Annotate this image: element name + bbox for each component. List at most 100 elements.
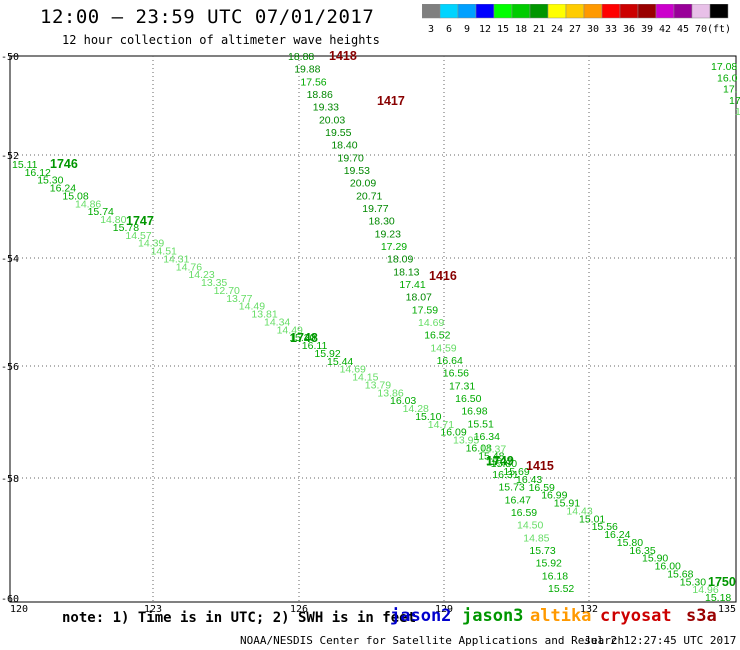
jason3-swh-value: 13.95 — [453, 435, 479, 447]
cryosat-swh-value: 18.13 — [393, 266, 419, 278]
cryosat-swh-value: 18.86 — [307, 89, 333, 101]
jason3-swh-value: 16.11 — [302, 340, 328, 352]
cryosat-pass-time: 1415 — [526, 459, 554, 473]
jason3-swh-value: 16.24 — [604, 529, 630, 541]
jason3-swh-value: 16.03 — [390, 395, 416, 407]
cryosat-swh-value: 14.37 — [480, 444, 506, 456]
jason3-swh-value: 16.12 — [25, 167, 51, 179]
jason3-swh-value: 1 — [735, 106, 740, 118]
jason3-swh-value: 15.20 — [289, 332, 315, 344]
scale-swatch — [691, 4, 711, 19]
jason3-pass-time: 1749 — [486, 454, 514, 468]
jason3-swh-value: 14.23 — [188, 269, 214, 281]
jason3-pass-time: 1747 — [126, 214, 154, 228]
scale-swatch — [709, 4, 729, 19]
cryosat-swh-value: 16.98 — [461, 406, 487, 418]
cryosat-swh-value: 19.23 — [375, 228, 401, 240]
jason3-swh-value: 17 — [729, 95, 740, 107]
jason3-swh-value: 15.91 — [554, 498, 580, 510]
jason3-swh-value: 15.80 — [617, 537, 643, 549]
lat-tick-label: -60 — [1, 594, 19, 605]
scale-label: 21 — [533, 24, 545, 35]
cryosat-swh-value: 19.33 — [313, 102, 339, 114]
jason3-swh-value: 15.08 — [62, 190, 88, 202]
sat-jason2: jason2 — [390, 606, 452, 626]
scale-label: 45 — [677, 24, 689, 35]
cryosat-swh-value: 15.52 — [548, 583, 574, 595]
cryosat-swh-value: 16.59 — [511, 507, 537, 519]
jason3-swh-value: 14.15 — [352, 372, 378, 384]
cryosat-swh-value: 17.29 — [381, 241, 407, 253]
cryosat-swh-value: 17.41 — [399, 279, 425, 291]
pass-time-labels: 1746 1747 1748 1749 1750 1418 1417 1416 1415 — [50, 49, 736, 589]
jason3-pass-time: 1748 — [290, 331, 318, 345]
scale-swatch — [637, 4, 657, 19]
lon-tick-label: 135 — [718, 604, 736, 615]
cryosat-pass-time: 1416 — [429, 269, 457, 283]
cryosat-swh-value: 15.92 — [536, 558, 562, 570]
lon-tick-label: 129 — [435, 604, 453, 615]
jason3-pass-time: 1746 — [50, 157, 78, 171]
cryosat-swh-value: 16.52 — [424, 330, 450, 342]
scale-swatch — [673, 4, 693, 19]
jason3-swh-value: 15.10 — [415, 411, 441, 423]
scale-label: 42 — [659, 24, 671, 35]
map-frame — [9, 55, 737, 603]
jason3-swh-value: 15.68 — [667, 568, 693, 580]
jason3-swh-value: 15.92 — [314, 348, 340, 360]
jason3-pass-time: 1750 — [708, 575, 736, 589]
jason3-swh-value: 14.49 — [239, 301, 265, 313]
cryosat-swh-value: 19.53 — [344, 165, 370, 177]
timestamp-text: Jul 2 12:27:45 UTC 2017 — [584, 634, 737, 647]
scale-swatch — [547, 4, 567, 19]
jason3-swh-value: 15.30 — [680, 576, 706, 588]
jason3-swh-value: 14.80 — [100, 214, 126, 226]
cryosat-swh-value: 19.88 — [294, 64, 320, 76]
cryosat-swh-value: 16.31 — [492, 469, 518, 481]
jason3-swh-value: 16.35 — [629, 545, 655, 557]
cryosat-swh-value: 14.69 — [418, 317, 444, 329]
cryosat-swh-value: 18.09 — [387, 254, 413, 266]
scale-swatch — [529, 4, 549, 19]
jason3-swh-value: 13.77 — [226, 293, 252, 305]
lat-tick-label: -54 — [1, 254, 19, 265]
jason3-swh-value: 14.86 — [75, 198, 101, 210]
scale-label: 33 — [605, 24, 617, 35]
scale-label: 15 — [497, 24, 509, 35]
cryosat-swh-value: 17.31 — [449, 380, 475, 392]
jason3-swh-value: 15.01 — [579, 513, 605, 525]
cryosat-swh-value: 16.34 — [474, 431, 500, 443]
cryosat-swh-value: 15.73 — [498, 482, 524, 494]
cryosat-swh-value: 14.85 — [523, 532, 549, 544]
jason3-swh-value: 14.31 — [163, 253, 189, 265]
jason3-swh-value: 15.90 — [642, 553, 668, 565]
jason3-swh-value: 14.57 — [125, 230, 151, 242]
credit-text: NOAA/NESDIS Center for Satellite Applica… — [240, 634, 625, 647]
cryosat-swh-value: 19.77 — [362, 203, 388, 215]
scale-label: 36 — [623, 24, 635, 35]
lat-tick-label: -56 — [1, 362, 19, 373]
sat-jason3: jason3 — [462, 606, 524, 626]
scale-swatch — [565, 4, 585, 19]
scale-label: 18 — [515, 24, 527, 35]
jason3-swh-value: 16.43 — [516, 474, 542, 486]
scale-swatch — [619, 4, 639, 19]
page-title: 12:00 — 23:59 UTC 07/01/2017 — [40, 6, 375, 28]
jason3-swh-value: 13.81 — [251, 309, 277, 321]
scale-swatch — [422, 4, 441, 19]
jason3-swh-value: 15.30 — [37, 175, 63, 187]
cryosat-swh-value: 15.51 — [468, 418, 494, 430]
jason3-swh-value: 15.56 — [592, 521, 618, 533]
jason3-swh-value: 15.48 — [478, 450, 504, 462]
sat-altika: altika — [530, 606, 592, 626]
scale-label: 9 — [464, 24, 470, 35]
jason3-swh-value: 15.44 — [327, 356, 353, 368]
note-text: note: 1) Time is in UTC; 2) SWH is in fe… — [62, 610, 417, 626]
cryosat-swh-value: 18.07 — [406, 292, 432, 304]
cryosat-pass-time: 1418 — [329, 49, 357, 63]
jason3-swh-value: 14.28 — [403, 403, 429, 415]
cryosat-swh-value: 18.30 — [368, 216, 394, 228]
scale-swatch — [457, 4, 477, 19]
